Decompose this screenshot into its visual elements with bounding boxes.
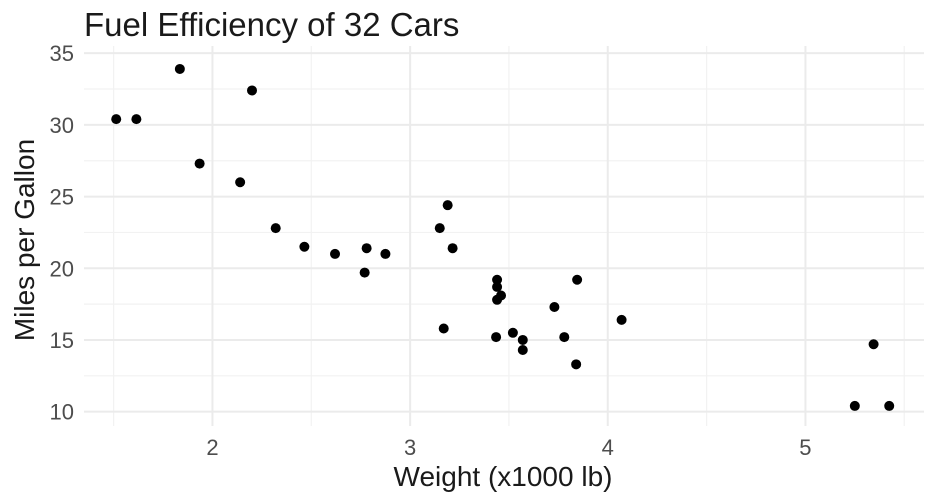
- y-tick-label: 20: [50, 256, 74, 281]
- y-axis-tick-labels: 10 15 20 25 30 35: [50, 41, 74, 424]
- y-tick-label: 35: [50, 41, 74, 66]
- data-point: [571, 359, 582, 370]
- data-point: [270, 223, 281, 234]
- x-tick-label: 5: [799, 435, 811, 460]
- data-point: [434, 223, 445, 234]
- data-point: [559, 332, 570, 343]
- data-point: [492, 281, 503, 292]
- minor-gridlines: [84, 46, 924, 426]
- data-point: [616, 314, 627, 325]
- data-point: [572, 274, 583, 285]
- data-point: [359, 267, 370, 278]
- data-point: [174, 63, 185, 74]
- chart-title: Fuel Efficiency of 32 Cars: [84, 6, 459, 43]
- y-tick-label: 15: [50, 328, 74, 353]
- data-point: [517, 334, 528, 345]
- data-point: [507, 327, 518, 338]
- data-point: [111, 114, 122, 125]
- data-point: [517, 345, 528, 355]
- data-point: [868, 339, 879, 350]
- x-tick-label: 2: [206, 435, 218, 460]
- x-axis-title: Weight (x1000 lb): [394, 461, 613, 492]
- data-point: [235, 177, 246, 188]
- y-axis-title: Miles per Gallon: [9, 139, 40, 341]
- data-point: [549, 301, 560, 312]
- data-point: [361, 243, 372, 254]
- y-tick-label: 30: [50, 113, 74, 138]
- data-point: [849, 400, 860, 411]
- data-point: [438, 323, 449, 334]
- data-point: [131, 114, 142, 125]
- data-point: [492, 294, 503, 305]
- data-point: [442, 200, 453, 211]
- data-point: [299, 241, 310, 252]
- y-tick-label: 25: [50, 185, 74, 210]
- data-points: [111, 63, 895, 411]
- x-tick-label: 3: [404, 435, 416, 460]
- data-point: [380, 248, 391, 259]
- data-point: [491, 332, 502, 343]
- x-axis-tick-labels: 2 3 4 5: [206, 435, 811, 460]
- x-tick-label: 4: [602, 435, 614, 460]
- major-gridlines: [84, 46, 924, 426]
- data-point: [447, 243, 458, 254]
- y-tick-label: 10: [50, 400, 74, 425]
- data-point: [330, 248, 341, 259]
- data-point: [194, 158, 205, 169]
- data-point: [492, 274, 503, 285]
- data-point: [247, 85, 257, 96]
- data-point: [884, 400, 895, 411]
